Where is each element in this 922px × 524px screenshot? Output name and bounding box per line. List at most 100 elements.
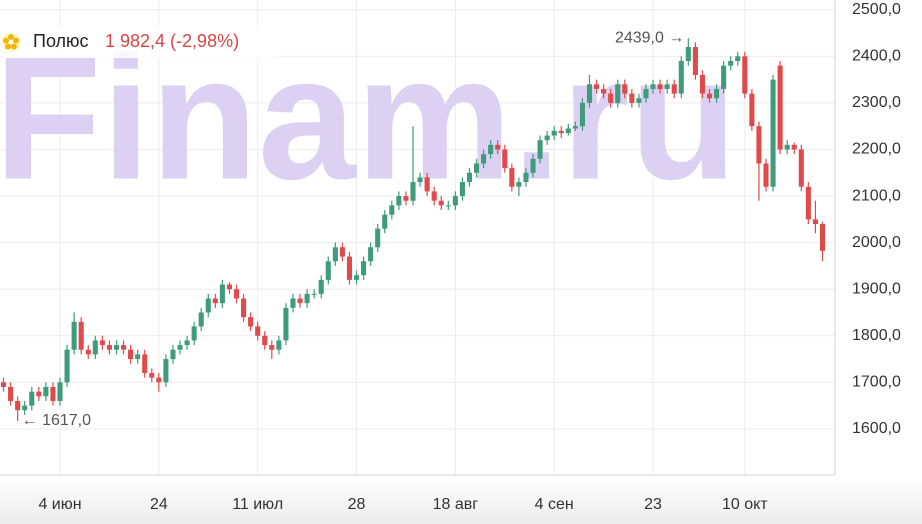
candle-body (417, 177, 423, 183)
candle-body (424, 177, 430, 192)
x-tick-label: 4 сен (535, 496, 574, 513)
y-tick-label: 2200,0 (852, 141, 901, 158)
candle-body (64, 349, 70, 383)
candle-body (113, 345, 120, 350)
candle-body (241, 298, 247, 318)
annotation: 2439,0 → (615, 29, 684, 46)
candle-body (721, 65, 727, 89)
candle-body (643, 88, 649, 99)
candle-body (50, 386, 56, 401)
y-tick-label: 2100,0 (852, 187, 901, 204)
candle-body (149, 373, 155, 378)
candle-body (276, 340, 282, 350)
candle-body (361, 261, 367, 276)
candle-body (678, 61, 684, 94)
candle-body (699, 74, 705, 94)
candle-body (71, 321, 77, 350)
candle-body (325, 261, 331, 280)
candle-body (410, 182, 416, 201)
x-axis-band (0, 476, 922, 524)
candle-body (742, 56, 748, 94)
x-tick-label: 28 (348, 496, 366, 513)
candle-body (692, 47, 698, 75)
candle-body (297, 298, 303, 304)
candle-body (57, 382, 63, 401)
candle-body (812, 219, 818, 224)
candle-body (43, 386, 49, 397)
x-tick-label: 11 июл (232, 496, 283, 513)
candle-body (255, 326, 261, 336)
candle-body (403, 196, 409, 201)
candle-body (622, 84, 628, 94)
header: Полюс 1 982,4 (-2,98%) (0, 26, 280, 58)
candle-body (8, 386, 14, 401)
candle-body (177, 345, 183, 350)
candle-body (608, 93, 614, 103)
candle-body (375, 228, 381, 248)
candle-body (488, 144, 494, 155)
candle-body (579, 102, 585, 127)
candle-body (657, 84, 663, 89)
candle-body (283, 307, 289, 341)
candle-body (706, 93, 713, 99)
candle-body (671, 84, 677, 94)
candle-body (36, 391, 42, 397)
candle-body (459, 182, 465, 197)
candle-body (22, 405, 28, 411)
candle-body (615, 84, 621, 103)
candle-body (233, 289, 240, 299)
candle-body (749, 93, 755, 127)
candle-body (431, 191, 437, 201)
candle-body (805, 186, 811, 220)
price: 1 982,4 (-2,98%) (105, 31, 239, 51)
candle-body (551, 130, 557, 136)
candle-body (714, 88, 720, 99)
y-tick-label: 2500,0 (852, 1, 901, 18)
candle-body (163, 359, 169, 383)
candle-body (389, 205, 395, 215)
candle-body (537, 140, 543, 159)
candle-body (212, 298, 218, 304)
candle-body (763, 163, 769, 187)
candle-body (396, 196, 402, 206)
candle-body (92, 340, 98, 355)
candle-body (495, 144, 501, 150)
candle-body (135, 354, 141, 360)
logo (1, 32, 21, 52)
candle-body (29, 391, 35, 406)
candle-body (339, 247, 345, 257)
candle-body (558, 130, 564, 134)
candle-body (509, 168, 515, 187)
candle-body (269, 345, 275, 350)
candle-body (466, 172, 473, 183)
candle-body (290, 298, 296, 308)
candle-body (346, 256, 353, 280)
y-tick-label: 1700,0 (852, 374, 901, 391)
candle-body (819, 223, 826, 251)
candle-body (481, 154, 487, 164)
candle-body (438, 200, 444, 206)
header-background (0, 26, 280, 58)
candle-body (636, 98, 642, 103)
candle-body (502, 149, 508, 169)
candle-body (728, 61, 734, 66)
candle-body (544, 135, 550, 141)
candle-body (368, 247, 374, 262)
y-tick-label: 2000,0 (852, 234, 901, 251)
candle-body (198, 312, 204, 327)
candle-body (382, 214, 388, 229)
candle-body (184, 340, 190, 346)
candle-body (586, 84, 593, 103)
candle-body (106, 345, 112, 350)
y-tick-label: 2300,0 (852, 94, 901, 111)
y-tick-label: 2400,0 (852, 48, 901, 65)
x-tick-label: 18 авг (433, 496, 479, 513)
candle-body (128, 349, 134, 360)
candle-body (353, 275, 360, 280)
candle-body (205, 298, 211, 313)
candle-body (629, 93, 635, 103)
candle-body (735, 56, 741, 62)
x-tick-label: 4 июн (38, 496, 81, 513)
candle-body (304, 293, 310, 304)
